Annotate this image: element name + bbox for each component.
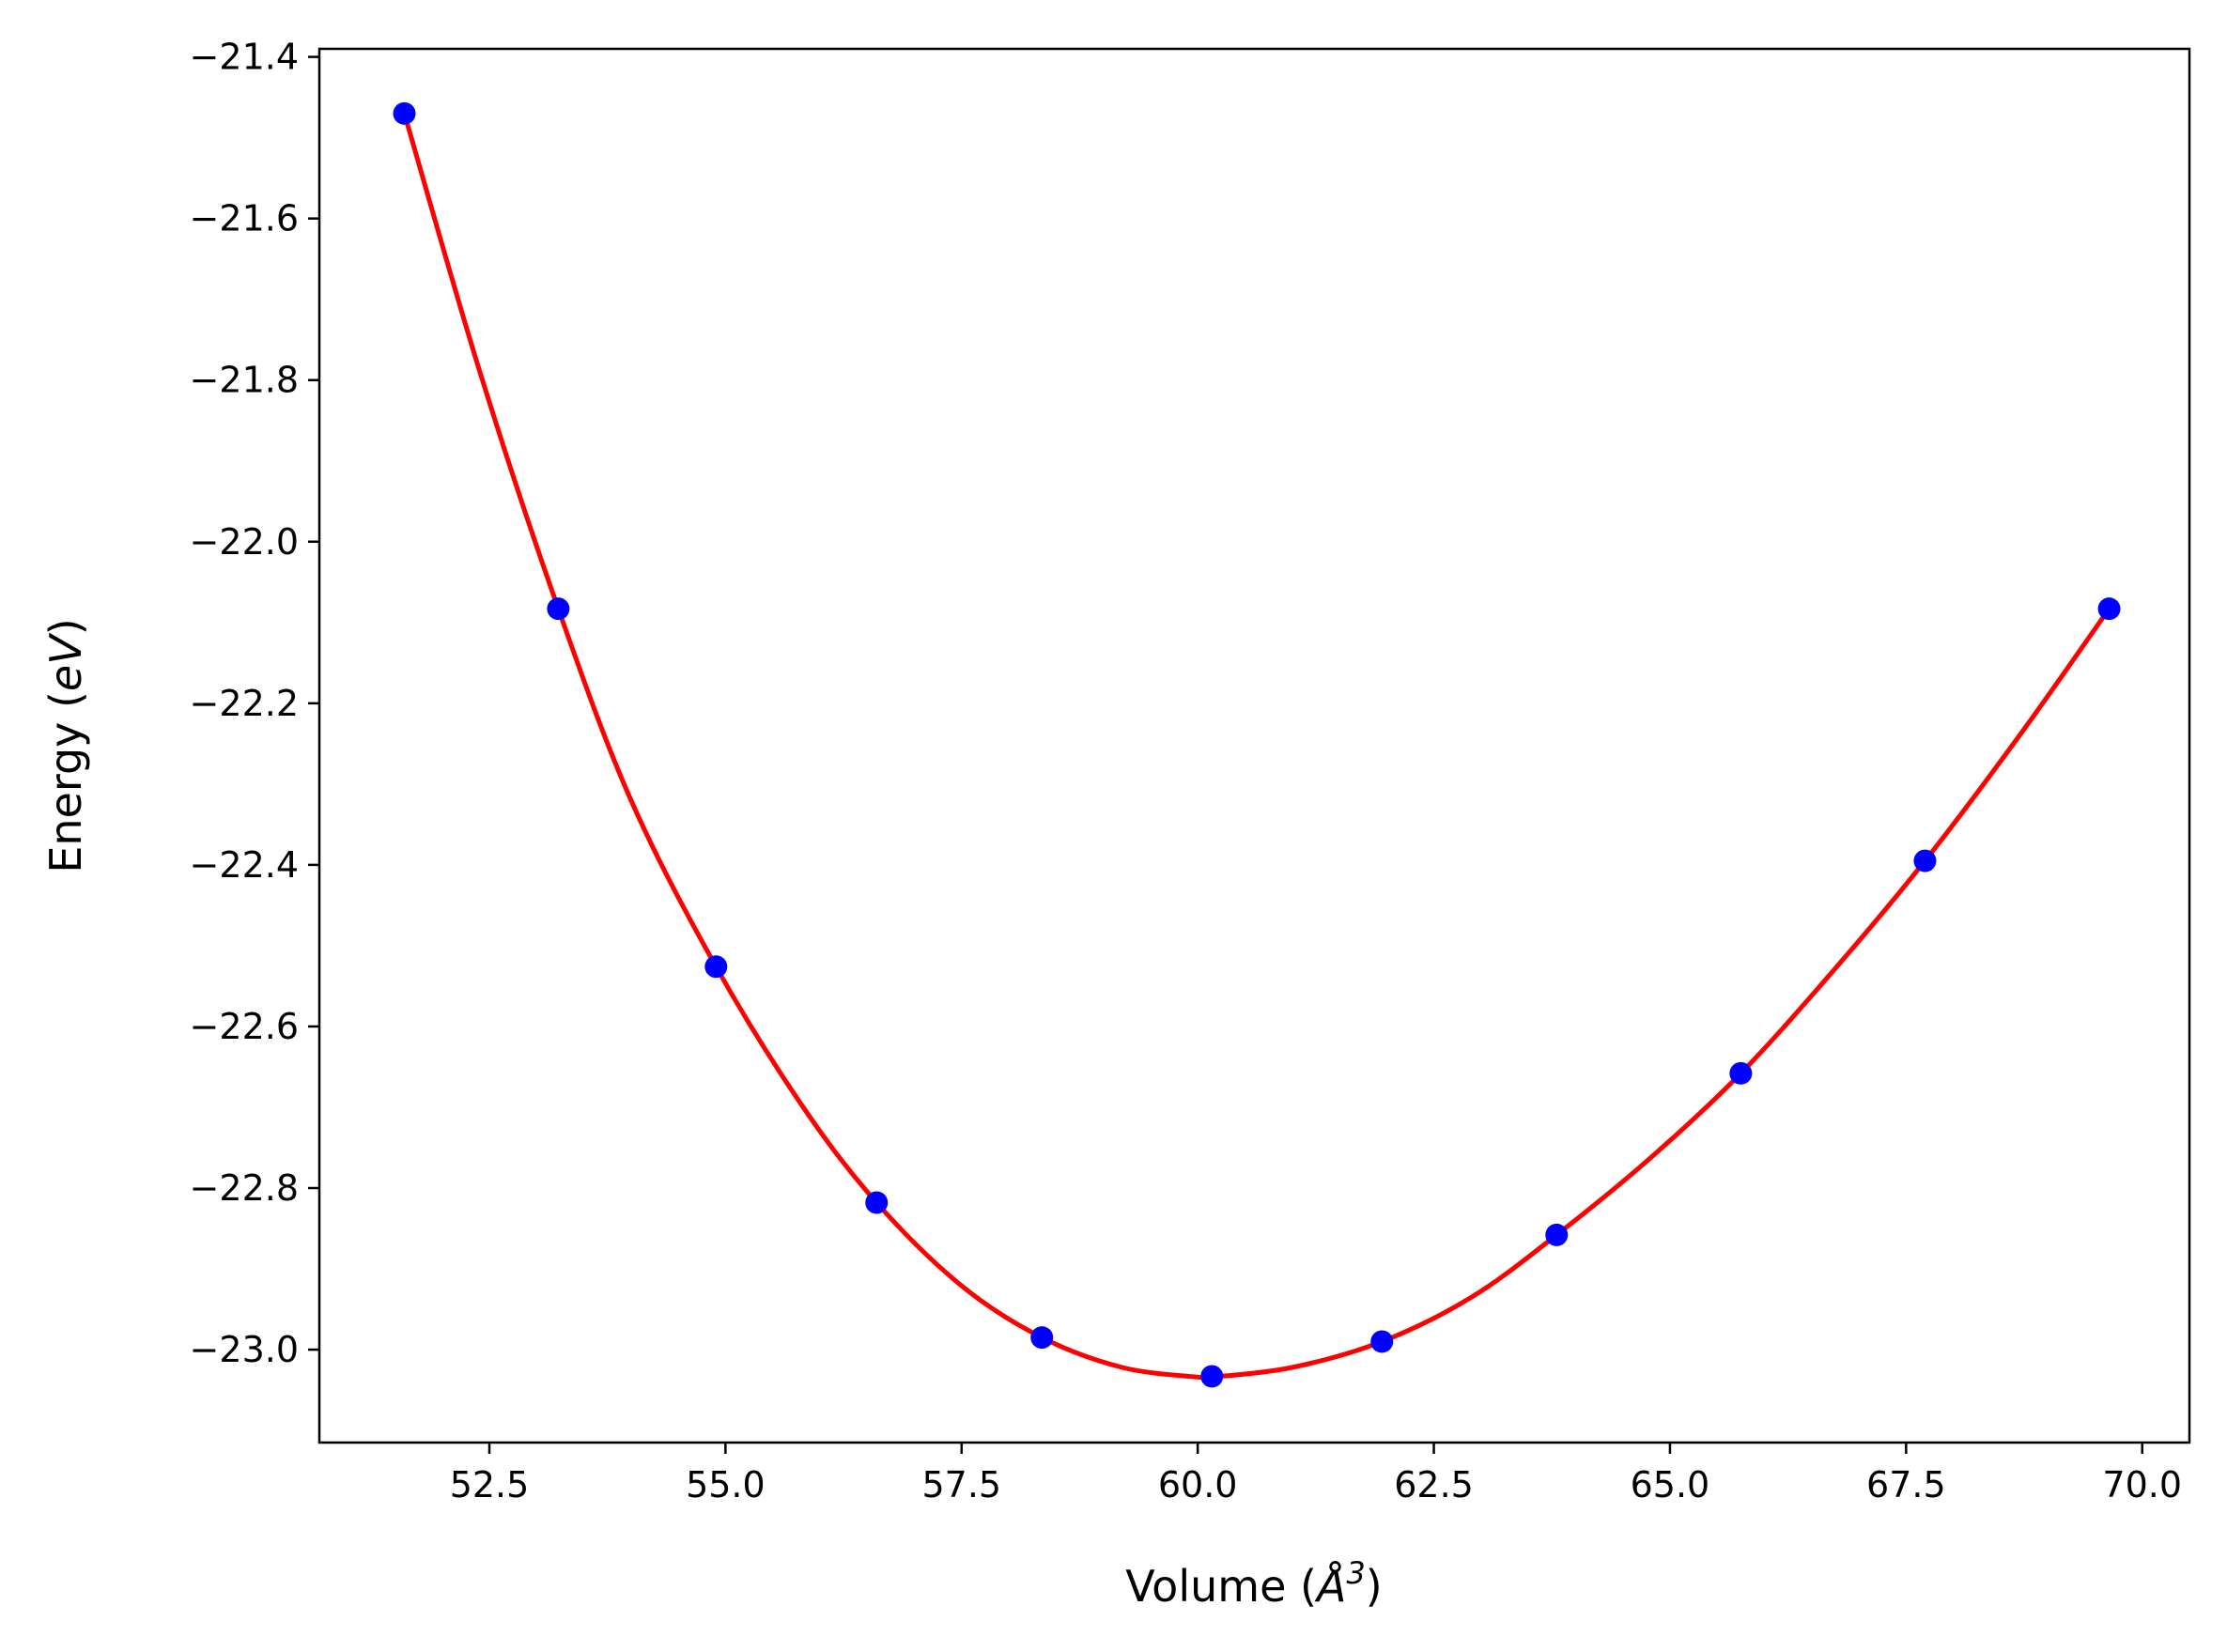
y-axis-label: Energy (eV) (40, 618, 91, 872)
data-point (1729, 1061, 1753, 1085)
y-tick-label: −21.8 (190, 360, 299, 401)
x-tick-label: 57.5 (921, 1464, 1001, 1505)
x-tick-label: 60.0 (1158, 1464, 1238, 1505)
x-tick-label: 62.5 (1394, 1464, 1474, 1505)
x-tick-label: 70.0 (2102, 1464, 2182, 1505)
data-point (865, 1191, 889, 1214)
data-point (393, 101, 416, 125)
y-tick-label: −22.4 (190, 844, 299, 886)
data-point (1200, 1365, 1224, 1388)
y-tick-label: −21.6 (190, 198, 299, 239)
data-point (547, 597, 570, 621)
x-axis-label: Volume (Å3) (1125, 1555, 1382, 1612)
data-point (1545, 1223, 1569, 1246)
data-point (2097, 597, 2121, 621)
y-tick-label: −22.2 (190, 683, 299, 724)
fit-curve-line (402, 113, 2111, 1382)
y-tick-label: −22.0 (190, 521, 299, 563)
data-point (1370, 1330, 1394, 1353)
data-point (1913, 849, 1937, 872)
y-tick-label: −22.8 (190, 1167, 299, 1209)
x-tick-label: 55.0 (686, 1464, 766, 1505)
x-axis-ticks: 52.5 55.0 57.5 60.0 62.5 65.0 67.5 70.0 (450, 1443, 2182, 1505)
x-tick-label: 52.5 (450, 1464, 530, 1505)
y-tick-label: −23.0 (190, 1329, 299, 1370)
plot-frame (317, 47, 2191, 1444)
data-point (704, 955, 728, 979)
y-tick-label: −22.6 (190, 1006, 299, 1047)
plot-area (393, 101, 2121, 1388)
y-axis-ticks: −23.0 −22.8 −22.6 −22.4 −22.2 −22.0 −21.8 −21.6… (190, 37, 319, 1370)
y-tick-label: −21.4 (190, 37, 299, 78)
data-point (1030, 1326, 1054, 1350)
x-tick-label: 65.0 (1631, 1464, 1710, 1505)
x-tick-label: 67.5 (1866, 1464, 1946, 1505)
